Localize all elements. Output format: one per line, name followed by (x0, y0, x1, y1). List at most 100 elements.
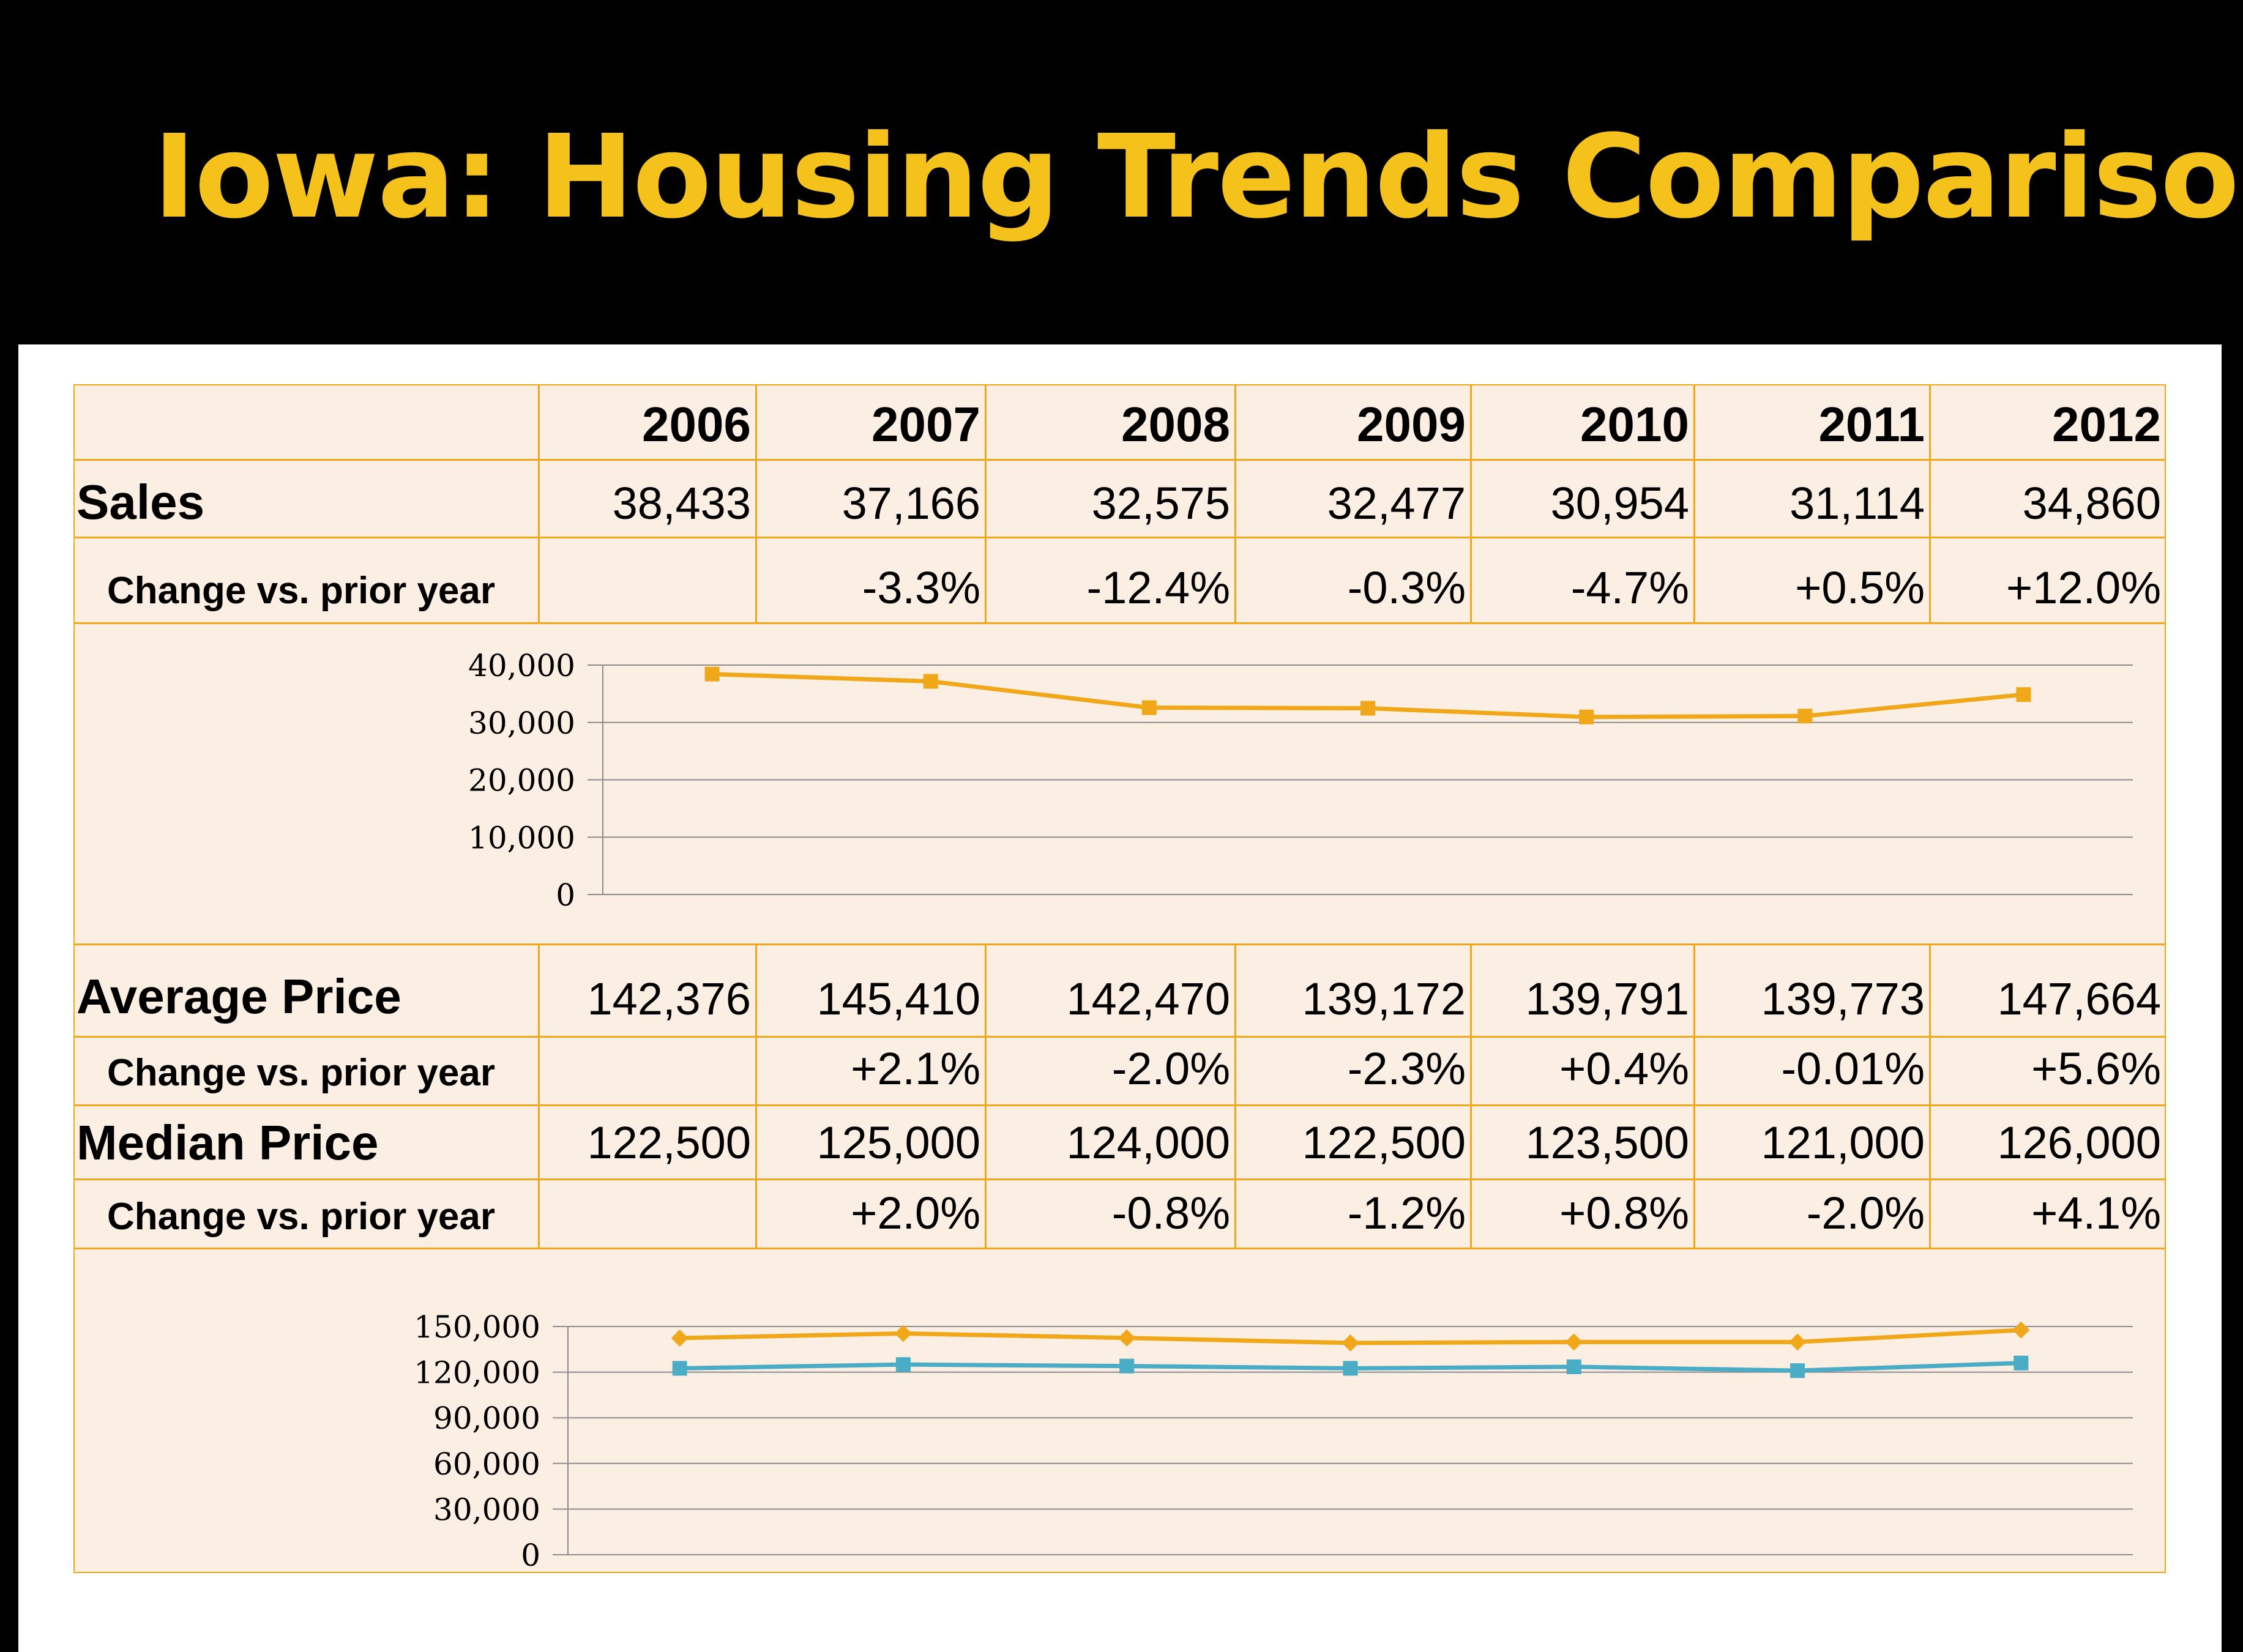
price-chart-point-average-price-2010 (1565, 1333, 1583, 1351)
sales-chart-point-sales-2007 (923, 674, 938, 689)
sales-chart-ytick-label: 0 (556, 877, 575, 913)
column-divider (1234, 943, 1236, 1248)
price-chart-ytick-label: 0 (521, 1538, 540, 1573)
sales-chart-point-sales-2012 (2016, 687, 2031, 702)
column-divider (985, 384, 987, 622)
table-cell-avg_change-2007: +2.1% (851, 1043, 980, 1094)
row-label-avg_price: Average Price (77, 969, 401, 1024)
table-cell-sales-2006: 38,433 (612, 478, 751, 529)
table-cell-sales_change-2009: -0.3% (1347, 562, 1466, 613)
price-chart-point-median-price-2010 (1566, 1359, 1581, 1374)
table-cell-sales_change-2010: -4.7% (1570, 562, 1689, 613)
price-chart-point-average-price-2009 (1342, 1334, 1359, 1352)
price-chart-point-average-price-2008 (1118, 1329, 1136, 1347)
row-divider (73, 622, 2166, 624)
column-divider (985, 943, 987, 1248)
table-cell-median_change-2007: +2.0% (851, 1188, 980, 1238)
column-divider (755, 943, 757, 1248)
table-cell-median_price-2011: 121,000 (1761, 1117, 1925, 1168)
table-cell-median_change-2011: -2.0% (1806, 1188, 1925, 1238)
table-cell-sales-2012: 34,860 (2022, 478, 2161, 529)
table-cell-sales_change-2012: +12.0% (2006, 562, 2161, 613)
row-divider (73, 1178, 2166, 1180)
sales-chart-ytick-label: 10,000 (468, 820, 575, 855)
table-cell-avg_price-2010: 139,791 (1525, 973, 1690, 1024)
price-chart-point-average-price-2011 (1789, 1333, 1807, 1351)
table-cell-avg_price-2007: 145,410 (816, 973, 981, 1024)
table-cell-sales-2009: 32,477 (1327, 478, 1466, 529)
table-cell-sales-2008: 32,575 (1091, 478, 1230, 529)
row-label-sales_change: Change vs. prior year (107, 570, 496, 612)
table-cell-avg_change-2011: -0.01% (1781, 1043, 1925, 1094)
sales-chart-point-sales-2006 (704, 666, 720, 682)
table-cell-median_change-2009: -1.2% (1347, 1188, 1466, 1238)
column-divider (1929, 384, 1931, 622)
table-cell-median_price-2010: 123,500 (1525, 1117, 1690, 1168)
year-header-2012: 2012 (2052, 397, 2161, 452)
table-cell-median_price-2006: 122,500 (587, 1117, 752, 1168)
table-cell-median_change-2008: -0.8% (1111, 1188, 1230, 1238)
table-cell-avg_price-2008: 142,470 (1066, 973, 1231, 1024)
table-cell-median_change-2010: +0.8% (1559, 1188, 1689, 1238)
row-label-sales: Sales (77, 475, 205, 529)
price-chart-point-median-price-2007 (895, 1357, 911, 1372)
year-header-2008: 2008 (1121, 397, 1230, 452)
table-cell-sales_change-2007: -3.3% (862, 562, 980, 613)
table-cell-avg_price-2009: 139,172 (1302, 973, 1466, 1024)
sales-chart-ytick-label: 20,000 (468, 763, 575, 798)
price-chart-ytick-label: 90,000 (433, 1401, 540, 1436)
table-cell-avg_price-2006: 142,376 (587, 973, 752, 1024)
table-cell-sales_change-2011: +0.5% (1795, 562, 1925, 613)
row-divider (73, 943, 2166, 945)
column-divider (1693, 384, 1695, 622)
table-cell-median_change-2012: +4.1% (2031, 1188, 2161, 1238)
year-header-2006: 2006 (642, 397, 751, 452)
sales-chart-point-sales-2008 (1141, 700, 1157, 715)
column-divider (1470, 384, 1472, 622)
price-chart-point-median-price-2009 (1343, 1361, 1358, 1376)
table-cell-avg_price-2011: 139,773 (1761, 973, 1925, 1024)
row-divider (73, 537, 2166, 538)
table-cell-sales_change-2008: -12.4% (1086, 562, 1230, 613)
year-header-2010: 2010 (1580, 397, 1689, 452)
row-divider (73, 1248, 2166, 1249)
column-divider (538, 943, 540, 1248)
price-chart-point-average-price-2012 (2012, 1321, 2030, 1339)
row-label-median_price: Median Price (77, 1115, 379, 1170)
table-cell-sales-2010: 30,954 (1550, 478, 1689, 529)
table-cell-median_price-2007: 125,000 (816, 1117, 981, 1168)
year-header-2009: 2009 (1357, 397, 1466, 452)
table-cell-sales-2007: 37,166 (842, 478, 980, 529)
price-chart-ytick-label: 150,000 (414, 1309, 540, 1345)
table-cell-avg_change-2008: -2.0% (1111, 1043, 1230, 1094)
year-header-2011: 2011 (1818, 397, 1925, 452)
table-cell-avg_change-2009: -2.3% (1347, 1043, 1466, 1094)
price-chart-point-average-price-2007 (894, 1325, 912, 1342)
column-divider (1470, 943, 1472, 1248)
column-divider (755, 384, 757, 622)
row-divider (73, 459, 2166, 461)
data-table-panel (73, 384, 2166, 1573)
sales-chart-ytick-label: 40,000 (468, 648, 575, 683)
column-divider (1929, 943, 1931, 1248)
sales-chart-point-sales-2011 (1797, 709, 1813, 724)
row-label-avg_change: Change vs. prior year (107, 1052, 496, 1094)
price-chart-point-median-price-2011 (1790, 1363, 1805, 1379)
table-cell-avg_change-2010: +0.4% (1559, 1043, 1689, 1094)
price-chart-point-median-price-2012 (2013, 1355, 2029, 1371)
price-chart-ytick-label: 60,000 (433, 1446, 540, 1482)
price-chart-point-median-price-2006 (672, 1361, 687, 1376)
table-cell-avg_change-2012: +5.6% (2031, 1043, 2161, 1094)
sales-chart-point-sales-2009 (1360, 701, 1375, 716)
price-chart-point-average-price-2006 (671, 1329, 689, 1347)
year-header-2007: 2007 (871, 397, 980, 452)
slide-title: Iowa: Housing Trends Comparison (153, 110, 2243, 244)
table-cell-sales-2011: 31,114 (1790, 478, 1925, 529)
row-divider (73, 1036, 2166, 1038)
price-chart-ytick-label: 30,000 (433, 1492, 540, 1527)
table-cell-median_price-2009: 122,500 (1302, 1117, 1466, 1168)
table-cell-median_price-2012: 126,000 (1997, 1117, 2162, 1168)
row-label-median_change: Change vs. prior year (107, 1196, 496, 1238)
